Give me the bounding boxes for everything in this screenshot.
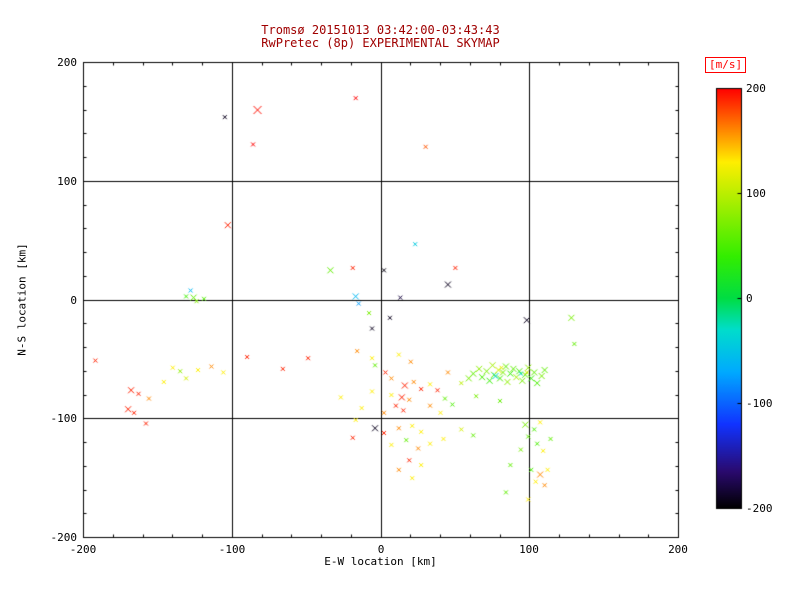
plot-subtitle: RwPretec (8p) EXPERIMENTAL SKYMAP bbox=[261, 36, 500, 50]
x-tick-label: 200 bbox=[668, 543, 688, 556]
colorbar-tick-label: -200 bbox=[746, 502, 773, 515]
colorbar-tick-label: 0 bbox=[746, 292, 753, 305]
y-tick-label: -100 bbox=[50, 412, 78, 425]
x-tick-label: 0 bbox=[377, 543, 385, 556]
y-tick-label: 0 bbox=[70, 294, 77, 307]
x-axis-label: E-W location [km] bbox=[324, 555, 437, 568]
x-tick-label: -200 bbox=[69, 543, 97, 556]
colorbar-tick-label: 200 bbox=[746, 82, 766, 95]
colorbar-tick-label: -100 bbox=[746, 397, 773, 410]
plot-title: Tromsø 20151013 03:42:00-03:43:43 bbox=[261, 23, 500, 37]
colorbar-units-label: [m/s] bbox=[705, 57, 747, 73]
y-tick-label: 200 bbox=[57, 56, 77, 69]
colorbar-tick-label: 100 bbox=[746, 187, 766, 200]
y-tick-label: -200 bbox=[50, 531, 78, 544]
x-tick-label: -100 bbox=[218, 543, 246, 556]
y-axis-label: N-S location [km] bbox=[15, 243, 29, 356]
y-tick-label: 100 bbox=[57, 175, 77, 188]
x-tick-label: 100 bbox=[519, 543, 539, 556]
